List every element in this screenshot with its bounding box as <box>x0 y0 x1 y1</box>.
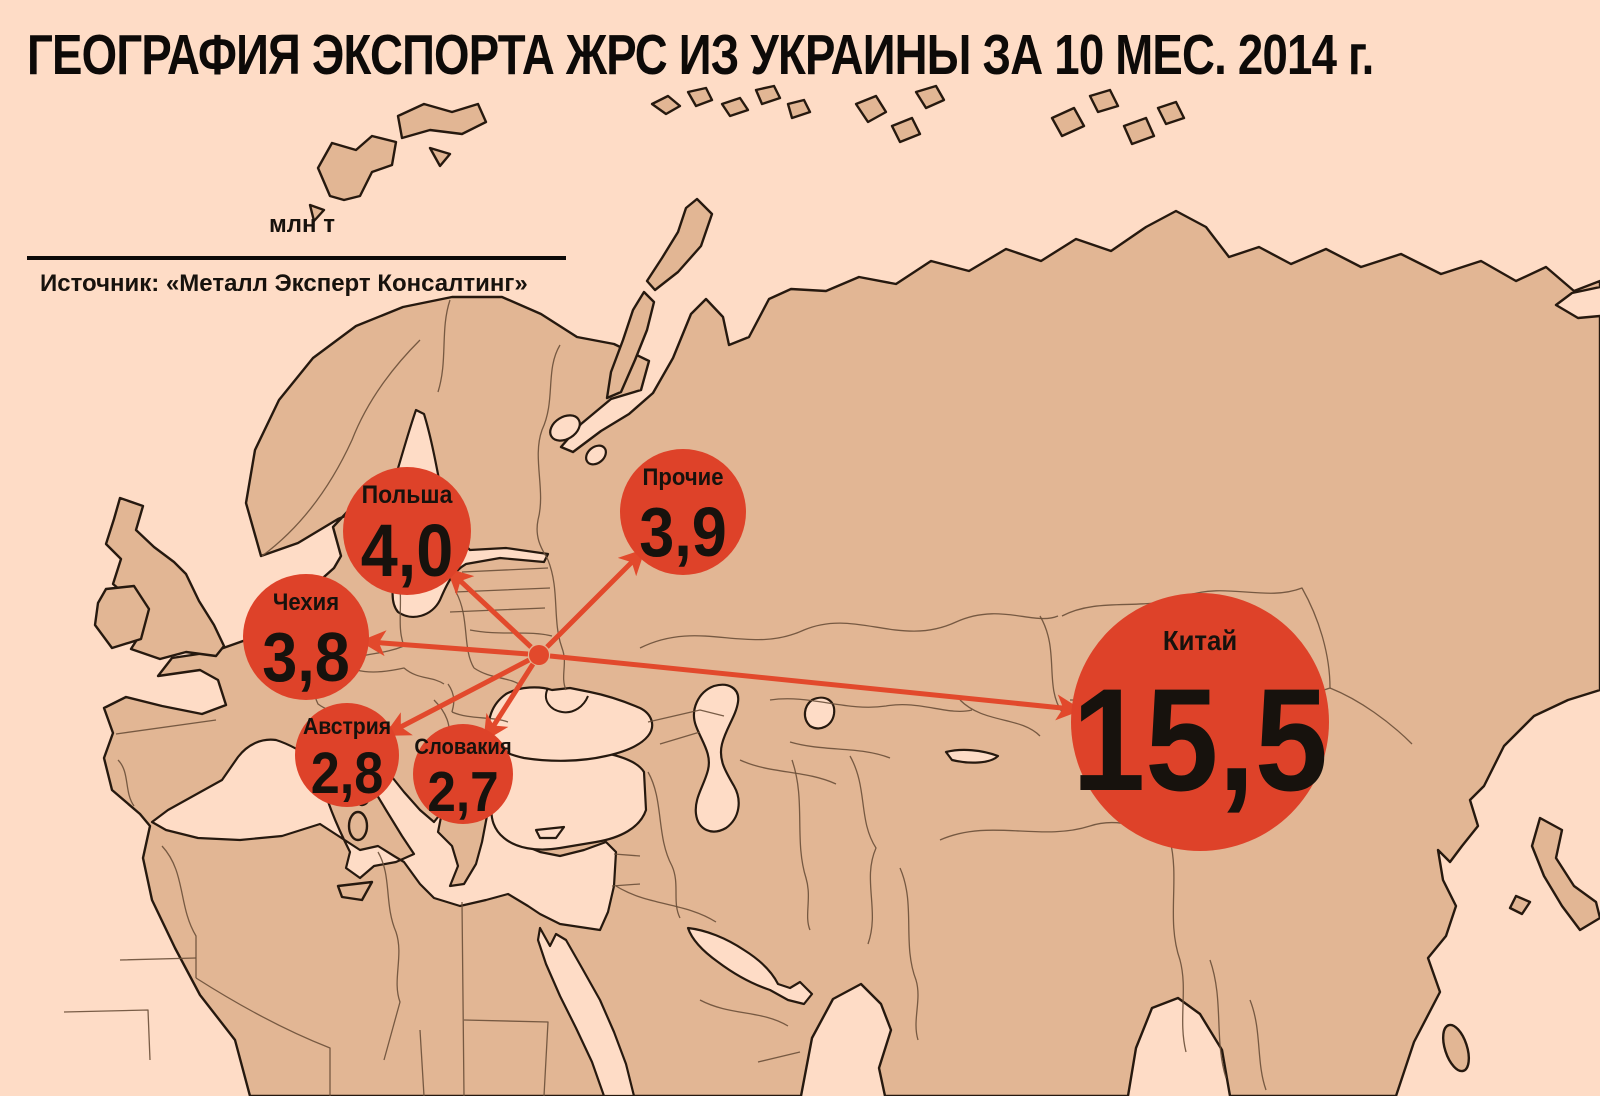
bubble-slovakia-label: Словакия <box>414 735 511 759</box>
persian-gulf <box>686 926 814 1006</box>
arctic-islands <box>854 84 1186 146</box>
bubble-poland-label: Польша <box>362 481 453 509</box>
bubble-austria: Австрия 2,8 <box>295 703 399 807</box>
bubble-czech-value: 3,8 <box>262 619 350 697</box>
bubble-slovakia: Словакия 2,7 <box>413 724 513 824</box>
novaya-zemlya-islands <box>605 197 714 400</box>
bubble-czech-circle <box>243 574 369 700</box>
bubble-czech-label: Чехия <box>273 588 339 615</box>
taiwan-island <box>1441 1023 1471 1073</box>
bubble-czech: Чехия 3,8 <box>243 574 369 700</box>
bubble-china: Китай 15,5 <box>1071 593 1329 851</box>
caspian-sea <box>692 683 740 833</box>
crimea-outline <box>544 687 589 714</box>
arrow-to-poland <box>446 567 533 649</box>
red-sea <box>536 926 636 1096</box>
arrow-to-china <box>549 653 1083 721</box>
bubble-others-circle <box>620 449 746 575</box>
page-title: ГЕОГРАФИЯ ЭКСПОРТА ЖРС ИЗ УКРАИНЫ ЗА 10 … <box>27 22 1374 86</box>
bubbles-layer: Польша 4,0 Прочие 3,9 Чехия 3,8 Австрия … <box>243 449 1329 851</box>
bubble-austria-value: 2,8 <box>311 740 384 805</box>
sardinia-island <box>347 810 369 842</box>
bubble-austria-circle <box>295 703 399 807</box>
arrow-to-others <box>545 548 646 649</box>
arrow-to-czech <box>359 630 529 657</box>
sicily-island <box>336 880 374 902</box>
svalbard-islands <box>308 102 488 223</box>
lake-balkhash <box>944 748 1000 764</box>
bubble-poland: Польша 4,0 <box>343 467 471 595</box>
lake-onega <box>585 444 607 466</box>
cyprus-island <box>534 825 566 840</box>
country-borders-layer <box>63 299 1413 1096</box>
bubble-austria-label: Австрия <box>303 713 391 739</box>
header-layer: ГЕОГРАФИЯ ЭКСПОРТА ЖРС ИЗ УКРАИНЫ ЗА 10 … <box>27 22 1374 297</box>
ireland-island <box>93 584 151 650</box>
aral-sea <box>803 696 836 730</box>
seas-layer <box>150 408 1000 1096</box>
bubble-china-value: 15,5 <box>1072 659 1328 822</box>
franz-josef-land-islands <box>650 84 812 120</box>
legend-source: Источник: «Металл Эксперт Консалтинг» <box>40 270 528 297</box>
legend-unit-label: млн т <box>269 211 335 238</box>
bubble-poland-value: 4,0 <box>361 509 454 592</box>
japan-small-island <box>1508 894 1532 916</box>
bubble-poland-circle <box>343 467 471 595</box>
japan-islands <box>1530 816 1600 932</box>
bubble-china-label: Китай <box>1163 625 1237 656</box>
lake-ladoga <box>549 414 581 442</box>
bubble-slovakia-circle <box>413 724 513 824</box>
arrow-to-slovakia <box>483 662 536 742</box>
bubble-others: Прочие 3,9 <box>620 449 746 575</box>
bubble-others-value: 3,9 <box>639 494 727 572</box>
export-origin-dot <box>529 645 549 665</box>
export-arrows-layer <box>359 548 1083 742</box>
bubble-slovakia-value: 2,7 <box>427 761 498 824</box>
bubble-others-label: Прочие <box>643 463 724 490</box>
arrow-to-austria <box>383 657 531 736</box>
bubble-china-circle <box>1071 593 1329 851</box>
